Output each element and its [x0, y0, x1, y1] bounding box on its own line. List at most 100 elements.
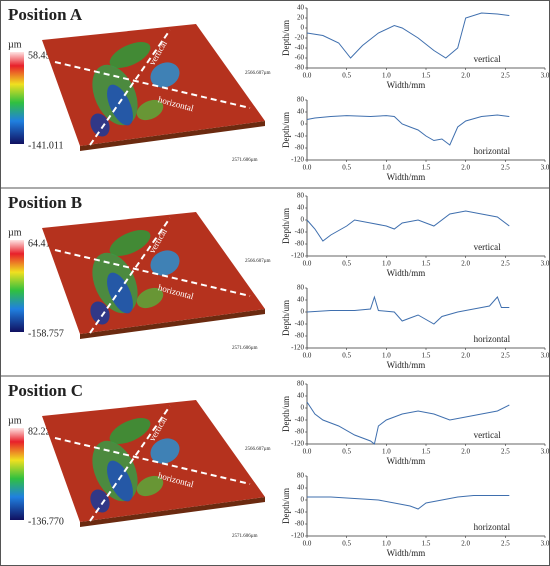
x-tick-label: 1.0	[382, 260, 391, 268]
y-tick-label: -40	[295, 416, 305, 424]
y-tick-label: -80	[295, 520, 305, 528]
x-tick-label: 3.0	[541, 352, 550, 360]
y-tick-label: -120	[291, 344, 304, 352]
y-tick-label: -80	[295, 240, 305, 248]
surface-blob	[150, 250, 180, 276]
surface-blob	[136, 99, 164, 121]
x-axis-label: Width/mm	[387, 80, 426, 90]
x-tick-label: 2.5	[501, 260, 510, 268]
x-tick-label: 0.0	[303, 448, 312, 456]
depth-line	[306, 12, 510, 59]
colorbar-min: -158.757	[28, 328, 64, 339]
x-tick-label: 2.0	[461, 352, 470, 360]
y-axis-label: Depth/um	[281, 300, 291, 336]
surface-side	[80, 309, 265, 339]
surface-blob	[150, 438, 180, 464]
y-tick-label: 80	[297, 284, 305, 292]
surface-blob	[107, 460, 133, 502]
surface-side	[80, 121, 265, 151]
y-tick-label: 80	[297, 192, 305, 200]
x-tick-label: 1.0	[382, 164, 391, 172]
surface-blob	[109, 418, 151, 444]
x-tick-label: 1.0	[382, 448, 391, 456]
y-tick-label: -60	[295, 54, 305, 62]
surface-blob	[109, 42, 151, 68]
x-tick-label: 1.0	[382, 540, 391, 548]
x-tick-label: 0.0	[303, 72, 312, 80]
x-axis-label: Width/mm	[387, 360, 426, 370]
y-tick-label: 40	[297, 484, 305, 492]
y-tick-label: -40	[295, 132, 305, 140]
x-tick-label: 1.5	[422, 448, 431, 456]
annotation: vertical	[474, 430, 501, 440]
surface-blob	[136, 287, 164, 309]
colorbar-unit: µm	[8, 415, 22, 426]
surface-label: 2566.607µm	[245, 259, 271, 264]
x-tick-label: 0.5	[342, 540, 351, 548]
x-tick-label: 2.5	[501, 448, 510, 456]
x-tick-label: 3.0	[541, 448, 550, 456]
x-tick-label: 2.5	[501, 164, 510, 172]
y-tick-label: -120	[291, 252, 304, 260]
x-tick-label: 1.0	[382, 72, 391, 80]
y-tick-label: -80	[295, 428, 305, 436]
x-tick-label: 0.0	[303, 352, 312, 360]
x-tick-label: 2.0	[461, 260, 470, 268]
y-tick-label: 0	[301, 404, 305, 412]
x-tick-label: 1.5	[422, 72, 431, 80]
surface-blob	[136, 475, 164, 497]
colorbar	[10, 240, 24, 332]
y-tick-label: 40	[297, 296, 305, 304]
annotation: horizontal	[474, 334, 511, 344]
x-tick-label: 3.0	[541, 72, 550, 80]
y-tick-label: -20	[295, 34, 305, 42]
annotation: horizontal	[474, 522, 511, 532]
colorbar	[10, 428, 24, 520]
y-tick-label: 40	[297, 392, 305, 400]
x-tick-label: 1.0	[382, 352, 391, 360]
x-axis-label: Width/mm	[387, 548, 426, 558]
cut-line	[54, 249, 251, 297]
y-tick-label: 0	[301, 216, 305, 224]
x-tick-label: 1.5	[422, 352, 431, 360]
surface-blob	[107, 272, 133, 314]
x-axis-label: Width/mm	[387, 456, 426, 466]
x-axis-label: Width/mm	[387, 172, 426, 182]
colorbar-max: 64.416	[28, 238, 56, 249]
colorbar-max: 82.223	[28, 426, 56, 437]
y-tick-label: 0	[301, 24, 305, 32]
x-tick-label: 2.5	[501, 540, 510, 548]
y-tick-label: -40	[295, 44, 305, 52]
surface-blob	[90, 113, 110, 137]
surface-label: 2566.607µm	[245, 71, 271, 76]
x-tick-label: 2.0	[461, 540, 470, 548]
annotation: vertical	[474, 54, 501, 64]
surface-blob	[90, 301, 110, 325]
cut-line	[89, 29, 171, 146]
x-tick-label: 3.0	[541, 260, 550, 268]
cut-line	[89, 405, 171, 522]
y-tick-label: 40	[297, 204, 305, 212]
x-tick-label: 0.0	[303, 260, 312, 268]
colorbar-unit: µm	[8, 227, 22, 238]
y-tick-label: -120	[291, 532, 304, 540]
x-tick-label: 0.5	[342, 164, 351, 172]
surface-label: 2571.606µm	[232, 534, 258, 539]
depth-line	[307, 495, 510, 510]
x-tick-label: 2.5	[501, 72, 510, 80]
x-tick-label: 1.5	[422, 260, 431, 268]
x-tick-label: 3.0	[541, 540, 550, 548]
colorbar-max: 58.459	[28, 50, 56, 61]
y-tick-label: 0	[301, 308, 305, 316]
y-tick-label: -80	[295, 332, 305, 340]
x-tick-label: 0.0	[303, 164, 312, 172]
y-tick-label: 40	[297, 4, 305, 12]
panel-title: Position C	[8, 381, 83, 400]
y-axis-label: Depth/um	[281, 20, 291, 56]
depth-line	[306, 114, 510, 146]
y-axis-label: Depth/um	[281, 396, 291, 432]
x-tick-label: 0.5	[342, 72, 351, 80]
depth-line	[306, 210, 510, 242]
colorbar-min: -136.770	[28, 516, 64, 527]
